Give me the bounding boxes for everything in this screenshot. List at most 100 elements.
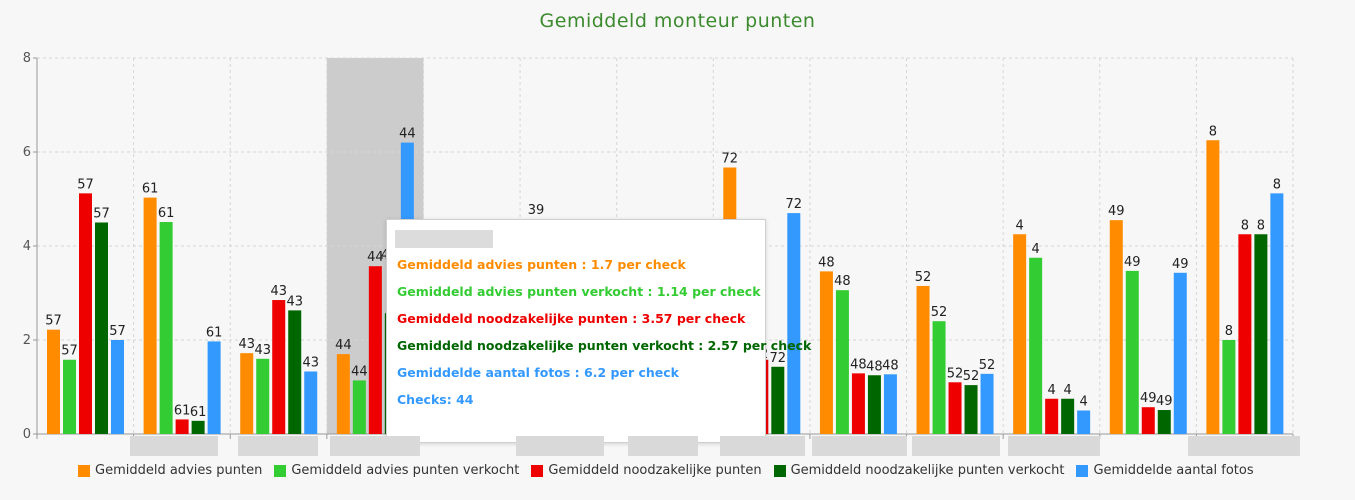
bar bbox=[787, 213, 801, 434]
data-label: 8 bbox=[1241, 218, 1249, 233]
bar bbox=[980, 373, 994, 434]
bar bbox=[771, 366, 785, 434]
legend-swatch bbox=[531, 464, 544, 477]
data-label: 43 bbox=[238, 337, 255, 352]
bar bbox=[1206, 140, 1220, 434]
bar bbox=[368, 266, 382, 434]
y-tick-label: 6 bbox=[23, 145, 31, 160]
y-tick-label: 2 bbox=[23, 333, 31, 348]
bar bbox=[1061, 398, 1075, 434]
bar bbox=[1270, 193, 1284, 434]
tooltip-line: Gemiddeld advies punten : 1.7 per check bbox=[397, 257, 686, 272]
legend-label: Gemiddeld advies punten verkocht bbox=[291, 463, 520, 478]
data-label: 57 bbox=[61, 344, 78, 359]
data-label: 8 bbox=[1257, 218, 1265, 233]
data-label: 48 bbox=[850, 357, 867, 372]
data-label: 8 bbox=[1273, 177, 1281, 192]
tooltip: Gemiddeld advies punten : 1.7 per check G… bbox=[386, 219, 811, 443]
data-label: 61 bbox=[158, 206, 175, 221]
x-tick-label-redacted bbox=[720, 436, 805, 456]
x-tick-label-redacted bbox=[516, 436, 604, 456]
bar bbox=[95, 222, 108, 434]
data-label: 49 bbox=[1108, 204, 1125, 219]
data-label: 57 bbox=[93, 207, 110, 222]
data-label: 48 bbox=[866, 359, 883, 374]
bar bbox=[916, 285, 930, 434]
data-label: 48 bbox=[818, 255, 835, 270]
data-label: 49 bbox=[1156, 394, 1173, 409]
bar bbox=[191, 420, 205, 434]
legend-item[interactable]: Gemiddeld noodzakelijke punten bbox=[531, 463, 762, 478]
data-label: 57 bbox=[109, 324, 126, 339]
data-label: 52 bbox=[915, 270, 932, 285]
bar bbox=[1013, 234, 1027, 434]
bar bbox=[143, 197, 157, 434]
data-label: 43 bbox=[254, 343, 271, 358]
bar bbox=[1254, 234, 1268, 434]
data-label: 72 bbox=[786, 197, 803, 212]
data-label: 61 bbox=[142, 182, 159, 197]
data-label: 4 bbox=[381, 248, 389, 263]
chart-title: Gemiddeld monteur punten bbox=[539, 10, 816, 32]
legend-swatch bbox=[773, 464, 786, 477]
data-label: 52 bbox=[931, 305, 948, 320]
data-label: 49 bbox=[1140, 391, 1157, 406]
data-label: 8 bbox=[1225, 324, 1233, 339]
x-tick-label-redacted bbox=[238, 436, 318, 456]
tooltip-line: Gemiddeld noodzakelijke punten : 3.57 pe… bbox=[397, 311, 746, 326]
bar bbox=[1238, 234, 1252, 434]
data-label: 52 bbox=[963, 369, 980, 384]
legend-item[interactable]: Gemiddeld advies punten bbox=[78, 463, 262, 478]
bar bbox=[1222, 340, 1236, 434]
data-label: 49 bbox=[1124, 255, 1141, 270]
data-label: 61 bbox=[190, 405, 207, 420]
y-tick-label: 8 bbox=[23, 51, 31, 66]
x-tick-label-redacted bbox=[628, 436, 698, 456]
bar bbox=[835, 290, 849, 434]
legend-label: Gemiddeld noodzakelijke punten verkocht bbox=[790, 463, 1065, 478]
data-label: 44 bbox=[351, 364, 368, 379]
data-label: 4 bbox=[1016, 218, 1024, 233]
bar bbox=[63, 359, 76, 434]
bar bbox=[1125, 270, 1139, 434]
data-label: 57 bbox=[77, 177, 94, 192]
bar bbox=[1173, 272, 1187, 434]
tooltip-line: Gemiddeld noodzakelijke punten verkocht … bbox=[397, 338, 812, 353]
bar bbox=[948, 382, 962, 434]
data-label: 43 bbox=[270, 284, 287, 299]
legend-item[interactable]: Gemiddelde aantal fotos bbox=[1076, 463, 1254, 478]
data-label: 44 bbox=[399, 127, 416, 142]
bar bbox=[932, 321, 946, 434]
tooltip-redacted-header bbox=[395, 230, 493, 248]
bar bbox=[79, 193, 92, 434]
data-label: 4 bbox=[1064, 383, 1072, 398]
x-tick-label-redacted bbox=[1188, 436, 1300, 456]
data-label: 49 bbox=[1172, 257, 1189, 272]
bar bbox=[240, 353, 254, 434]
legend-item[interactable]: Gemiddeld advies punten verkocht bbox=[274, 463, 519, 478]
bar bbox=[1141, 407, 1155, 434]
x-tick-label-redacted bbox=[1008, 436, 1100, 456]
data-label: 4 bbox=[1032, 242, 1040, 257]
data-label: 52 bbox=[979, 358, 996, 373]
legend-swatch bbox=[78, 464, 90, 477]
legend-item[interactable]: Gemiddeld noodzakelijke punten verkocht bbox=[773, 463, 1065, 478]
bar bbox=[272, 300, 286, 434]
bar bbox=[207, 341, 221, 434]
tooltip-line: Gemiddelde aantal fotos : 6.2 per check bbox=[397, 365, 679, 380]
data-label: 52 bbox=[947, 366, 964, 381]
data-label: 48 bbox=[882, 358, 899, 373]
legend-label: Gemiddeld advies punten bbox=[95, 463, 263, 478]
bar bbox=[352, 380, 366, 434]
bar bbox=[304, 371, 318, 434]
data-label: 8 bbox=[1209, 124, 1217, 139]
bar bbox=[883, 374, 897, 434]
legend-swatch bbox=[1076, 464, 1089, 477]
bar bbox=[175, 419, 189, 434]
data-label: 39 bbox=[528, 203, 545, 218]
legend-label: Gemiddelde aantal fotos bbox=[1093, 463, 1254, 478]
bar bbox=[1157, 410, 1171, 434]
tooltip-line: Checks: 44 bbox=[397, 392, 474, 407]
x-tick-label-redacted bbox=[130, 436, 218, 456]
